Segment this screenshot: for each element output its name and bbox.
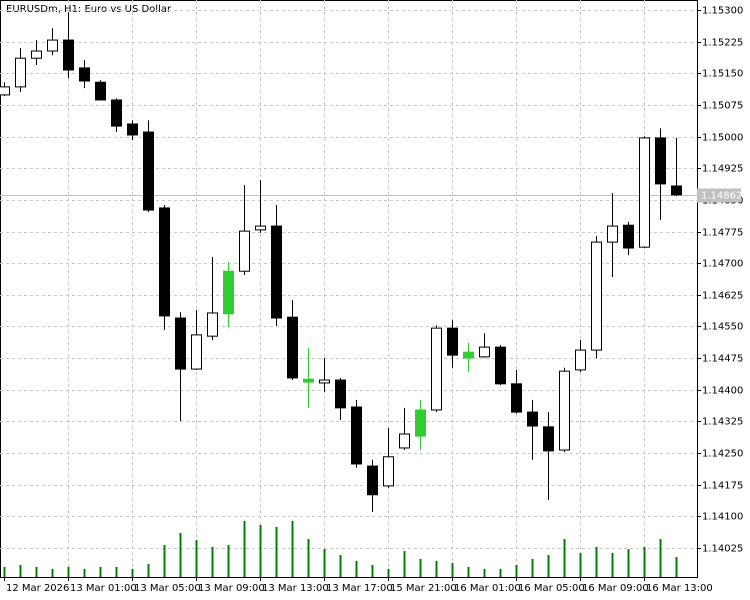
candle-body bbox=[0, 86, 10, 96]
y-tick-label: 1.14250 bbox=[702, 449, 743, 460]
candle-body bbox=[143, 131, 154, 211]
candle-body bbox=[431, 327, 442, 411]
candle-body bbox=[223, 270, 234, 315]
candle-body bbox=[287, 316, 298, 379]
grid bbox=[0, 0, 697, 577]
candle-body bbox=[111, 99, 122, 127]
candle-body bbox=[671, 185, 682, 196]
candle-body bbox=[399, 433, 410, 449]
candle-body bbox=[159, 207, 170, 317]
x-tick-label: 16 Mar 09:00 bbox=[582, 583, 649, 594]
x-tick-label: 13 Mar 13:00 bbox=[262, 583, 329, 594]
candle-body bbox=[351, 406, 362, 465]
y-tick-label: 1.14475 bbox=[702, 354, 743, 365]
candle-body bbox=[463, 351, 474, 359]
candle-body bbox=[63, 39, 74, 71]
y-tick-label: 1.14550 bbox=[702, 322, 743, 333]
candle-body bbox=[527, 411, 538, 427]
candle-body bbox=[303, 378, 314, 383]
last-price-box bbox=[697, 188, 741, 203]
y-tick-label: 1.15225 bbox=[702, 38, 743, 49]
candle-body bbox=[127, 123, 138, 136]
candle-body bbox=[319, 379, 330, 384]
candle-body bbox=[623, 224, 634, 249]
candle-body bbox=[591, 241, 602, 351]
candle-body bbox=[511, 383, 522, 413]
candle-body bbox=[47, 39, 58, 52]
y-tick-label: 1.15150 bbox=[702, 69, 743, 80]
x-tick-label: 15 Mar 21:00 bbox=[390, 583, 457, 594]
y-tick-label: 1.14700 bbox=[702, 259, 743, 270]
y-tick-label: 1.14400 bbox=[702, 386, 743, 397]
candle-body bbox=[31, 50, 42, 59]
candle-body bbox=[271, 225, 282, 319]
x-tick-label: 13 Mar 17:00 bbox=[326, 583, 393, 594]
y-tick-label: 1.14025 bbox=[702, 544, 743, 555]
candle-body bbox=[543, 426, 554, 452]
y-tick-label: 1.14775 bbox=[702, 228, 743, 239]
candle-body bbox=[335, 379, 346, 409]
y-tick-label: 1.15075 bbox=[702, 101, 743, 112]
x-tick-label: 16 Mar 01:00 bbox=[454, 583, 521, 594]
y-tick-label: 1.14625 bbox=[702, 291, 743, 302]
candle-body bbox=[255, 225, 266, 231]
x-tick-label: 16 Mar 13:00 bbox=[646, 583, 713, 594]
x-tick-label: 13 Mar 05:00 bbox=[134, 583, 201, 594]
y-tick-label: 1.14175 bbox=[702, 481, 743, 492]
candle-body bbox=[367, 465, 378, 496]
y-tick-label: 1.15300 bbox=[702, 6, 743, 17]
plot-frame bbox=[0, 0, 698, 578]
candle-body bbox=[479, 346, 490, 358]
candle-body bbox=[191, 334, 202, 370]
y-tick-label: 1.14100 bbox=[702, 512, 743, 523]
last-price-label: 1.14862 bbox=[701, 191, 742, 202]
candle-body bbox=[575, 349, 586, 371]
candle-body bbox=[95, 81, 106, 101]
x-tick-label: 13 Mar 09:00 bbox=[198, 583, 265, 594]
candle-body bbox=[495, 346, 506, 385]
candle-body bbox=[15, 57, 26, 88]
y-tick-label: 1.14325 bbox=[702, 417, 743, 428]
x-tick-label: 12 Mar 2026 bbox=[6, 583, 69, 594]
candle-body bbox=[239, 230, 250, 272]
candle-body bbox=[415, 409, 426, 437]
candle-body bbox=[383, 456, 394, 487]
candle-body bbox=[207, 312, 218, 337]
candle-body bbox=[447, 327, 458, 356]
candle-body bbox=[79, 67, 90, 82]
y-tick-label: 1.15000 bbox=[702, 133, 743, 144]
candle-body bbox=[175, 317, 186, 370]
candle-body bbox=[639, 137, 650, 248]
candle-body bbox=[559, 370, 570, 451]
x-tick-label: 13 Mar 01:00 bbox=[70, 583, 137, 594]
candle-body bbox=[655, 137, 666, 185]
x-tick-label: 16 Mar 05:00 bbox=[518, 583, 585, 594]
chart-title: EURUSDm, H1: Euro vs US Dollar bbox=[6, 4, 172, 15]
candle-body bbox=[607, 225, 618, 243]
y-tick-label: 1.14925 bbox=[702, 164, 743, 175]
